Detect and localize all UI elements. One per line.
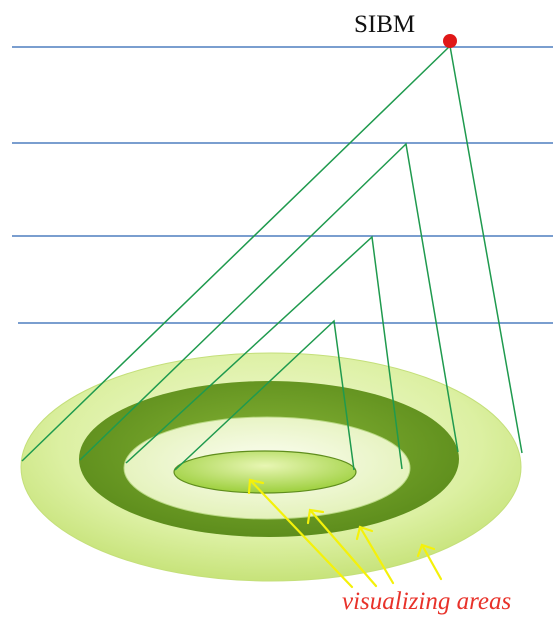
arrowhead [247,478,265,495]
arrowhead [416,543,436,558]
inner-disc [173,450,357,494]
arrowhead [355,525,374,541]
sight-cone-3 [125,235,403,470]
sight-cone-4 [174,319,355,471]
arrowhead [306,508,325,525]
arrow-pale [308,508,378,588]
arrow-inner [248,478,354,589]
sibm-label: SIBM [354,11,415,38]
sibm-point [443,34,457,48]
arrow-dark [358,525,395,585]
horizontal-levels [12,46,553,324]
arrow-outer [420,543,443,581]
caption: visualizing areas [342,588,511,615]
sight-cone-2 [79,142,459,461]
arrows [247,478,443,589]
